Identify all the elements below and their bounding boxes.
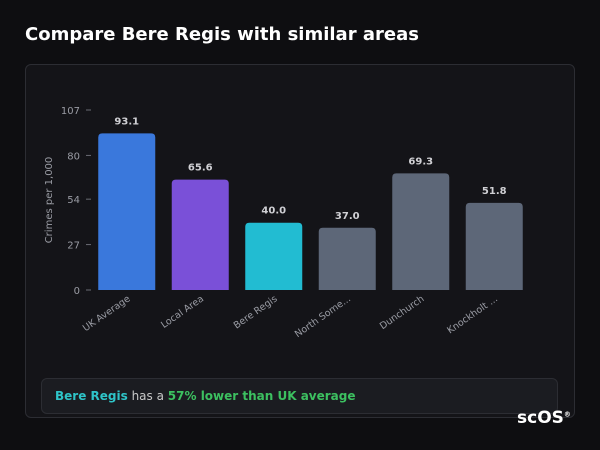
value-label: 65.6 [188,163,213,174]
x-tick-label: Bere Regis [232,293,280,331]
y-tick-label: 0 [74,286,80,297]
y-tick-label: 54 [67,195,80,206]
y-axis-label: Crimes per 1,000 [44,157,55,244]
bar [465,202,523,290]
x-tick-label: UK Average [81,293,133,334]
y-tick-label: 80 [67,151,80,162]
value-label: 51.8 [482,186,507,197]
summary-note: Bere Regis has a 57% lower than UK avera… [41,378,558,414]
value-label: 93.1 [114,116,139,127]
x-tick-label: North Some... [293,293,353,340]
page-title: Compare Bere Regis with similar areas [25,24,419,45]
bar [392,173,450,290]
y-tick-label: 107 [61,106,80,117]
bar [245,222,303,290]
x-tick-label: Knockholt ... [445,293,500,336]
logo-mark: ® [563,410,571,419]
logo-text: scOS [517,408,564,428]
note-place: Bere Regis [55,389,128,403]
note-highlight: 57% lower than UK average [167,389,356,403]
note-text: has a [131,389,164,403]
x-tick-label: Local Area [159,293,206,330]
value-label: 37.0 [335,211,360,222]
x-tick-label: Dunchurch [378,293,427,332]
bar [318,227,376,290]
logo: scOS® [517,408,571,428]
bar [171,179,229,290]
value-label: 40.0 [261,206,286,217]
value-label: 69.3 [408,156,433,167]
bar [98,133,156,290]
y-tick-label: 27 [67,241,80,252]
